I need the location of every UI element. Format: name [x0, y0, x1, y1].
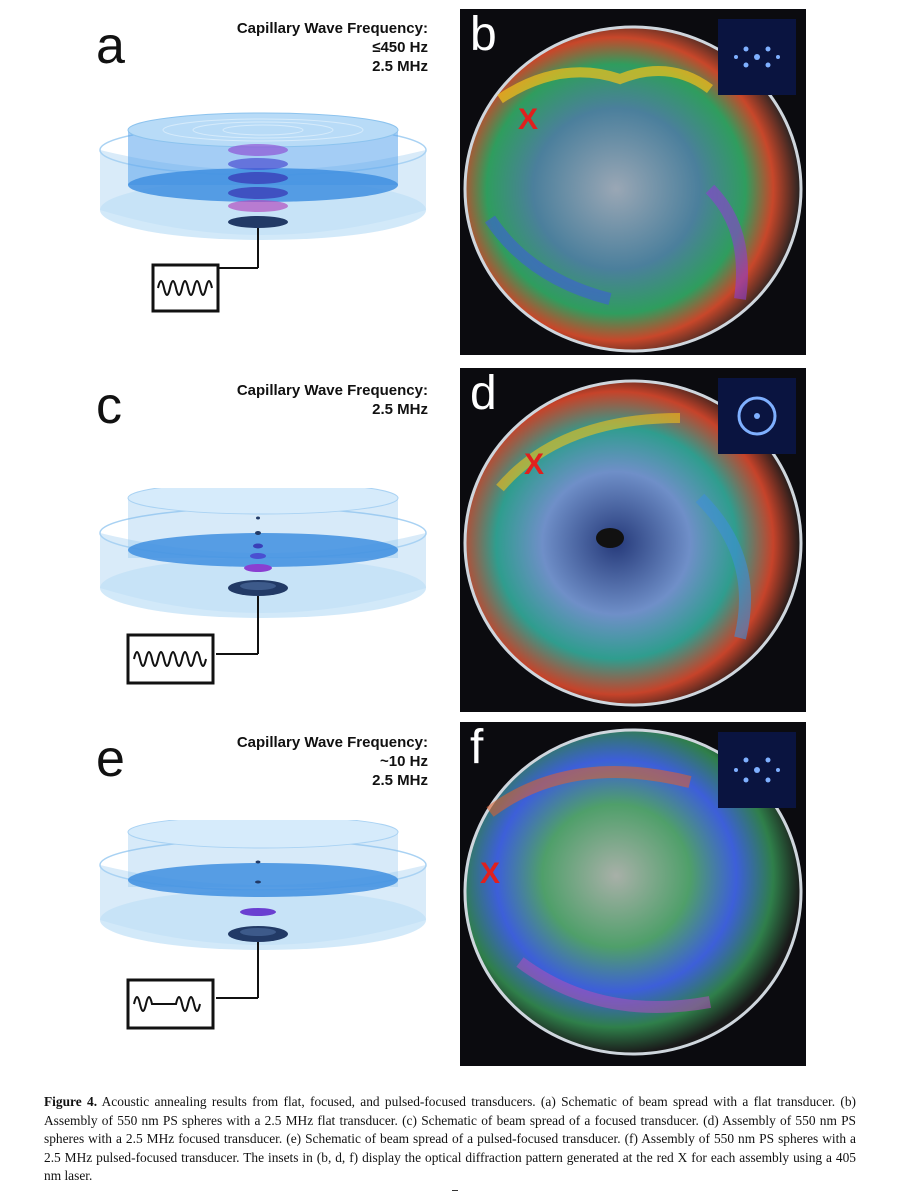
schematic-pulsed-focused-transducer [99, 820, 427, 1030]
red-x-marker: X [480, 857, 501, 890]
photo-letter-b: b [470, 9, 497, 61]
frequency-value: 2.5 MHz [372, 772, 428, 789]
frequency-label-c: Capillary Wave Frequency: 2.5 MHz [228, 381, 428, 419]
frequency-value: 2.5 MHz [372, 58, 428, 75]
photo-letter-f: f [470, 722, 484, 774]
frequency-value: 2.5 MHz [372, 401, 428, 418]
panel-letter-a: a [96, 17, 125, 75]
diffraction-inset [718, 732, 796, 808]
red-x-marker: X [518, 103, 539, 136]
dish-iridescent-pattern [463, 25, 803, 353]
assembly-photo-focused: d X [460, 368, 806, 712]
caption-label: Figure 4. [44, 1094, 98, 1109]
schematic-focused-transducer [99, 488, 427, 685]
diffraction-inset [718, 378, 796, 454]
assembly-photo-flat: b X [460, 9, 806, 355]
panel-letter-e: e [96, 730, 125, 788]
frequency-label-e: Capillary Wave Frequency: ~10 Hz 2.5 MHz [228, 733, 428, 790]
panel-letter-c: c [96, 377, 122, 435]
dish-iridescent-pattern [463, 728, 803, 1056]
frequency-heading: Capillary Wave Frequency: [236, 20, 428, 37]
diffraction-inset [718, 19, 796, 95]
page-mark [452, 1190, 458, 1191]
frequency-label-a: Capillary Wave Frequency: ≤450 Hz 2.5 MH… [228, 19, 428, 76]
figure-caption: Figure 4. Acoustic annealing results fro… [44, 1093, 856, 1186]
assembly-photo-pulsed-focused: f X [460, 722, 806, 1066]
schematic-flat-transducer [99, 112, 427, 313]
red-x-marker: X [524, 448, 545, 481]
frequency-value: ~10 Hz [380, 753, 428, 770]
caption-text: Acoustic annealing results from flat, fo… [44, 1094, 857, 1183]
dish-iridescent-pattern [463, 379, 803, 707]
frequency-value: ≤450 Hz [372, 39, 428, 56]
frequency-heading: Capillary Wave Frequency: [236, 382, 428, 399]
frequency-heading: Capillary Wave Frequency: [236, 734, 428, 751]
photo-letter-d: d [470, 368, 497, 420]
